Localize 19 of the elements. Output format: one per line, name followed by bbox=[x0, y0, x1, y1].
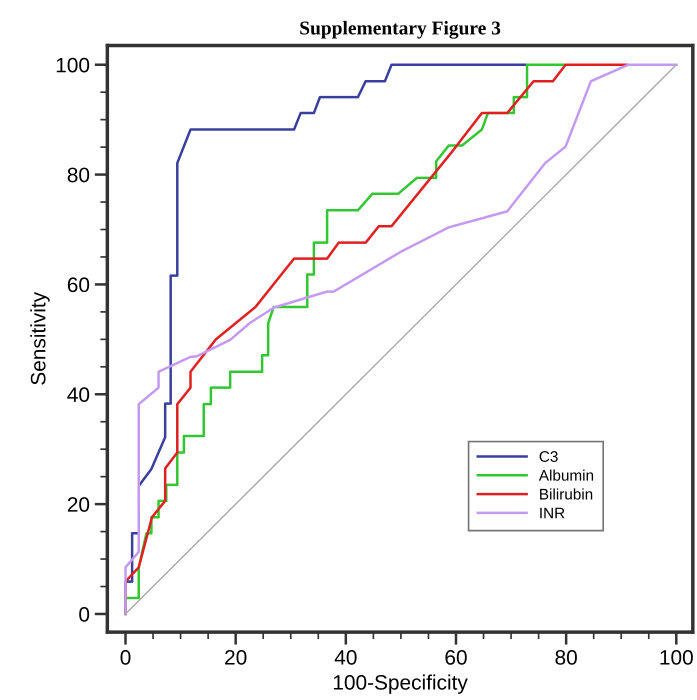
y-tick-label: 40 bbox=[67, 387, 90, 402]
x-tick-label: 20 bbox=[225, 650, 246, 665]
y-tick-label: 100 bbox=[56, 58, 90, 72]
x-axis-title: 100-Specificity bbox=[334, 674, 468, 694]
x-tick-label: 100 bbox=[660, 650, 693, 665]
y-axis-title: Sensitivity bbox=[30, 292, 50, 385]
x-tick-label: 60 bbox=[445, 650, 467, 665]
chart-title: Supplementary Figure 3 bbox=[300, 20, 500, 39]
x-tick-label: 0 bbox=[120, 650, 130, 665]
x-tick-label: 40 bbox=[334, 650, 357, 665]
y-tick-label: 80 bbox=[68, 168, 90, 182]
legend-label: INR bbox=[540, 508, 564, 518]
legend-label: Albumin bbox=[538, 470, 594, 481]
y-tick-label: 60 bbox=[68, 277, 90, 292]
legend-label: C3 bbox=[540, 451, 558, 462]
y-tick-label: 0 bbox=[79, 606, 90, 622]
x-tick-label: 80 bbox=[555, 650, 577, 665]
y-tick-label: 20 bbox=[68, 497, 90, 512]
legend-label: Bilirubin bbox=[540, 488, 592, 500]
